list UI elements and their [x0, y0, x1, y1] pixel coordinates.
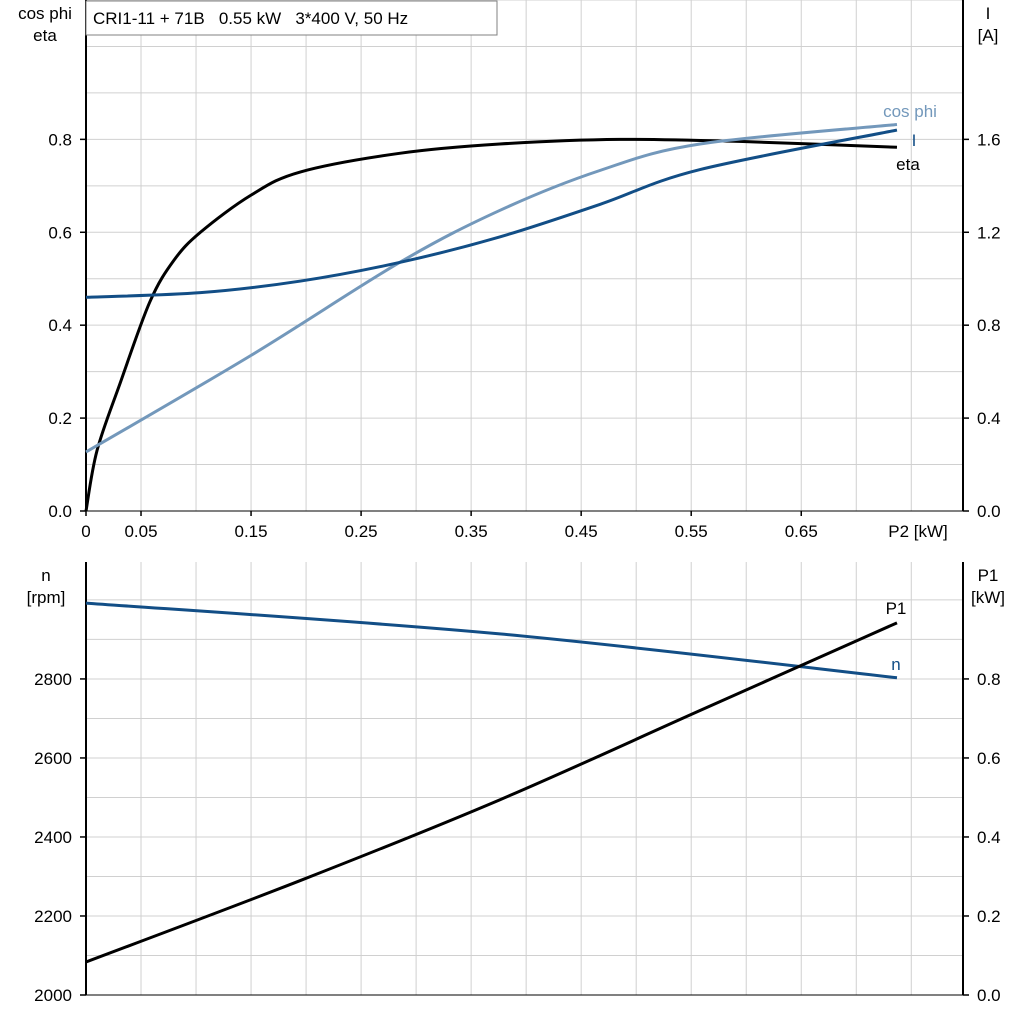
series-label-cos-phi: cos phi: [883, 102, 937, 121]
x-tick-label: 0.25: [345, 522, 378, 541]
y-right-axis-label: I: [986, 4, 991, 23]
series-label-n: n: [891, 655, 900, 674]
series-line-n: [85, 601, 898, 680]
y-right-tick-label: 1.6: [977, 130, 1001, 149]
y-left-axis-label: [rpm]: [27, 588, 66, 607]
series-label-i: I: [912, 131, 917, 150]
y-left-tick-label: 2000: [34, 986, 72, 1005]
y-right-tick-label: 0.8: [977, 316, 1001, 335]
y-left-axis-label: cos phi: [18, 4, 72, 23]
title-box: [85, 0, 498, 36]
y-right-tick-label: 0.4: [977, 409, 1001, 428]
x-tick-label: 0.15: [235, 522, 268, 541]
y-left-tick-label: 0.4: [48, 316, 72, 335]
y-left-tick-label: 0.0: [48, 502, 72, 521]
series-label-eta: eta: [896, 155, 920, 174]
y-left-tick-label: 2600: [34, 749, 72, 768]
y-right-tick-label: 0.2: [977, 907, 1001, 926]
x-tick-label: 0.45: [565, 522, 598, 541]
y-right-axis-label: [A]: [978, 26, 999, 45]
y-right-tick-label: 1.2: [977, 223, 1001, 242]
x-tick-label: 0: [81, 522, 90, 541]
x-axis-label: P2 [kW]: [888, 522, 948, 541]
y-right-tick-label: 0.8: [977, 670, 1001, 689]
series-line-cos-phi: [85, 123, 898, 454]
y-left-tick-label: 2200: [34, 907, 72, 926]
x-tick-label: 0.05: [124, 522, 157, 541]
x-tick-label: 0.65: [785, 522, 818, 541]
x-tick-label: 0.35: [455, 522, 488, 541]
y-left-tick-label: 0.6: [48, 223, 72, 242]
y-right-tick-label: 0.6: [977, 749, 1001, 768]
series-label-p1: P1: [886, 599, 907, 618]
chart-title: CRI1-11 + 71B 0.55 kW 3*400 V, 50 Hz: [93, 9, 408, 28]
series-line-eta: [84, 137, 898, 512]
y-left-axis-label: n: [41, 566, 50, 585]
y-left-tick-label: 0.8: [48, 130, 72, 149]
y-right-tick-label: 0.0: [977, 502, 1001, 521]
y-right-tick-label: 0.0: [977, 986, 1001, 1005]
y-right-tick-label: 0.4: [977, 828, 1001, 847]
series-line-i: [85, 128, 898, 299]
series-line-p1: [85, 621, 898, 964]
y-right-axis-label: [kW]: [971, 588, 1005, 607]
y-right-axis-label: P1: [978, 566, 999, 585]
x-tick-label: 0.55: [675, 522, 708, 541]
y-left-axis-label: eta: [33, 26, 57, 45]
y-left-tick-label: 2400: [34, 828, 72, 847]
y-left-tick-label: 2800: [34, 670, 72, 689]
y-left-tick-label: 0.2: [48, 409, 72, 428]
